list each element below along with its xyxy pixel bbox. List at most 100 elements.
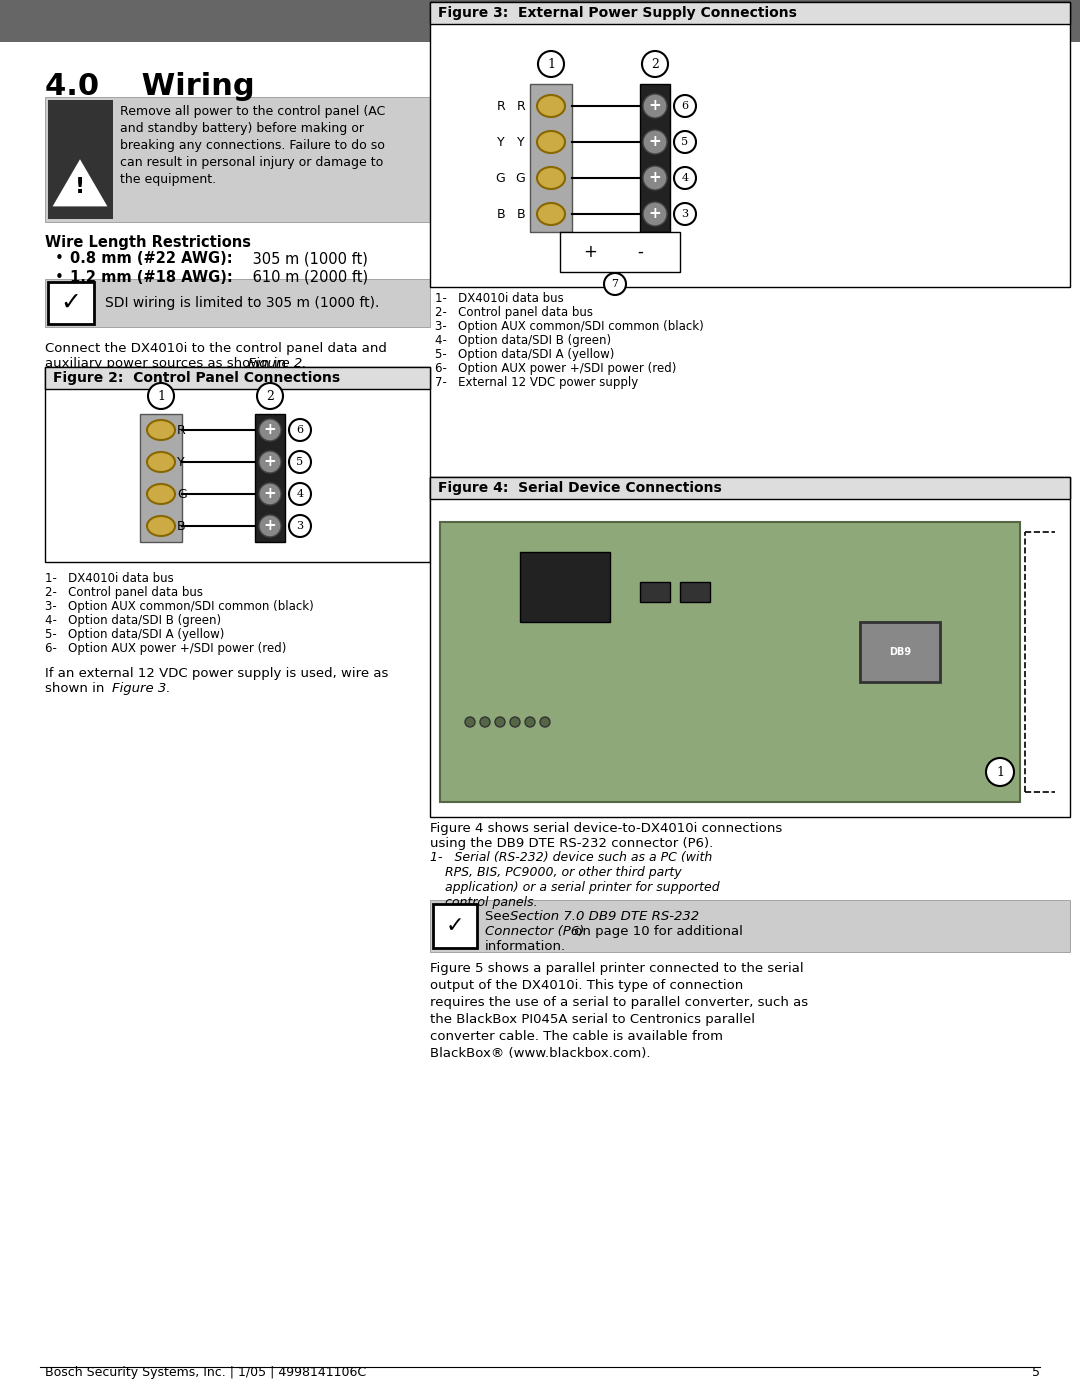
Text: 2: 2 [651,57,659,70]
Text: 4: 4 [296,489,303,499]
Text: Figure 3.: Figure 3. [112,682,171,694]
Text: 7-   External 12 VDC power supply: 7- External 12 VDC power supply [435,376,638,388]
Circle shape [643,203,667,226]
Text: ✓: ✓ [446,916,464,936]
Text: auxiliary power sources as shown in: auxiliary power sources as shown in [45,358,291,370]
Circle shape [480,717,490,726]
Text: 1.2 mm (#18 AWG):: 1.2 mm (#18 AWG): [70,270,233,285]
Text: +: + [649,207,661,222]
Text: on page 10 for additional: on page 10 for additional [570,925,743,937]
Circle shape [148,383,174,409]
Text: Y: Y [498,136,505,148]
Text: Y: Y [517,136,525,148]
Circle shape [259,515,281,536]
Text: G: G [177,488,187,500]
Text: shown in: shown in [45,682,109,694]
Circle shape [289,451,311,474]
Circle shape [259,451,281,474]
Text: B: B [497,208,505,221]
Bar [430,476,1070,499]
Text: B: B [516,208,525,221]
Bar [440,522,1020,802]
Circle shape [289,419,311,441]
Circle shape [643,166,667,190]
Bar [430,900,1070,951]
Bar [45,279,430,327]
Text: 4-   Option data/SDI B (green): 4- Option data/SDI B (green) [45,615,221,627]
Text: G: G [515,172,525,184]
Text: !: ! [75,177,85,197]
Ellipse shape [147,420,175,440]
Circle shape [259,483,281,504]
Bar [640,583,670,602]
Ellipse shape [147,453,175,472]
Text: 3: 3 [681,210,689,219]
Text: 1-   DX4010i data bus: 1- DX4010i data bus [435,292,564,305]
Circle shape [642,52,669,77]
Text: 2: 2 [266,390,274,402]
Circle shape [674,203,696,225]
Text: 7: 7 [611,279,619,289]
Text: DX4010i | Installation Instructions | 4.0    Wiring: DX4010i | Installation Instructions | 4.… [731,14,1050,28]
Text: Figure 4:  Serial Device Connections: Figure 4: Serial Device Connections [438,481,721,495]
Text: 1: 1 [157,390,165,402]
Bar [430,1,1070,24]
Ellipse shape [537,95,565,117]
Text: 5: 5 [296,457,303,467]
Circle shape [289,483,311,504]
Circle shape [289,515,311,536]
Circle shape [525,717,535,726]
Text: 4-   Option data/SDI B (green): 4- Option data/SDI B (green) [435,334,611,346]
Ellipse shape [537,203,565,225]
Text: Section 7.0 DB9 DTE RS-232: Section 7.0 DB9 DTE RS-232 [510,909,699,923]
Text: 4.0    Wiring: 4.0 Wiring [45,73,255,101]
Text: 3: 3 [296,521,303,531]
Text: +: + [649,134,661,149]
Bar [680,583,710,602]
Ellipse shape [537,131,565,154]
Text: Bosch Security Systems, Inc. | 1/05 | 4998141106C: Bosch Security Systems, Inc. | 1/05 | 49… [45,1366,366,1379]
Circle shape [510,717,519,726]
Bar [48,282,94,324]
Bar [45,367,430,562]
Bar [530,84,572,232]
Text: DB9: DB9 [889,647,912,657]
Text: Connect the DX4010i to the control panel data and: Connect the DX4010i to the control panel… [45,342,387,355]
Bar [433,904,477,949]
Bar [430,476,1070,817]
Circle shape [465,717,475,726]
Text: information.: information. [485,940,566,953]
Text: +: + [583,243,597,261]
Text: Figure 5 shows a parallel printer connected to the serial
output of the DX4010i.: Figure 5 shows a parallel printer connec… [430,963,808,1060]
Text: G: G [496,172,505,184]
Bar [45,96,430,222]
Text: 4: 4 [681,173,689,183]
Text: using the DB9 DTE RS-232 connector (P6).: using the DB9 DTE RS-232 connector (P6). [430,837,713,849]
Text: Figure 4 shows serial device-to-DX4010i connections: Figure 4 shows serial device-to-DX4010i … [430,821,782,835]
Text: B: B [177,520,186,532]
Text: 6: 6 [681,101,689,110]
Text: 6-   Option AUX power +/SDI power (red): 6- Option AUX power +/SDI power (red) [435,362,676,374]
Ellipse shape [147,483,175,504]
Text: 2-   Control panel data bus: 2- Control panel data bus [435,306,593,319]
Text: 1: 1 [996,766,1004,778]
Text: control panels.: control panels. [445,895,538,909]
Bar [430,1,1070,286]
Circle shape [986,759,1014,787]
Bar [860,622,940,682]
Text: SDI wiring is limited to 305 m (1000 ft).: SDI wiring is limited to 305 m (1000 ft)… [105,296,379,310]
Text: 6-   Option AUX power +/SDI power (red): 6- Option AUX power +/SDI power (red) [45,643,286,655]
Bar [48,101,113,219]
Text: -: - [637,243,643,261]
Circle shape [257,383,283,409]
Text: •: • [55,251,73,265]
Text: RPS, BIS, PC9000, or other third party: RPS, BIS, PC9000, or other third party [445,866,681,879]
Text: +: + [264,454,276,469]
Bar [561,232,680,272]
Text: R: R [516,99,525,113]
Circle shape [643,130,667,154]
Bar [255,414,285,542]
Text: If an external 12 VDC power supply is used, wire as: If an external 12 VDC power supply is us… [45,666,389,680]
Circle shape [674,168,696,189]
Text: See: See [485,909,514,923]
